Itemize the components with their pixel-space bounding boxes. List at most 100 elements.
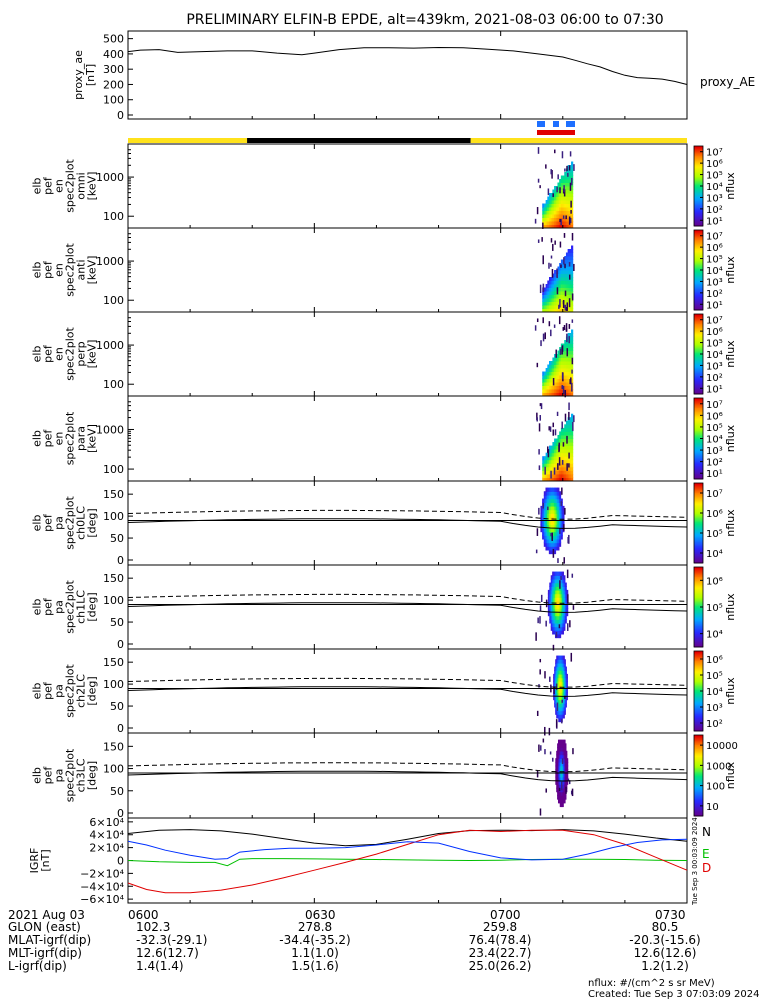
heatmap-cell (558, 784, 561, 789)
heatmap-cell (556, 571, 559, 576)
colorbar-cell (694, 567, 703, 569)
y-axis-label-line: [keV] (86, 424, 99, 453)
speckle-mark (548, 426, 550, 431)
colorbar-cell (694, 250, 703, 252)
colorbar-cell (694, 147, 703, 150)
speckle-mark (573, 164, 575, 171)
y-axis-tick-label: 1000 (96, 339, 124, 352)
heatmap-cell (569, 224, 572, 229)
colorbar-cell (694, 299, 703, 302)
x-axis-tick-label: 0600 (128, 908, 159, 922)
heatmap-cell (562, 477, 565, 482)
colorbar-cell (694, 811, 703, 814)
colorbar-cell (694, 271, 703, 274)
heatmap-cell (556, 688, 558, 693)
heatmap-cell (553, 626, 556, 631)
colorbar-tick-label: 100 (706, 782, 725, 793)
heatmap-cell (553, 520, 557, 525)
heatmap-cell (542, 385, 545, 390)
heatmap-cell (564, 692, 566, 697)
heatmap-cell (557, 630, 560, 635)
heatmap-cell (566, 604, 569, 609)
ephemeris-value: -20.3(-15.6) (629, 933, 700, 947)
heatmap-cell (542, 378, 545, 383)
heatmap-cell (562, 378, 565, 383)
speckle-mark (536, 207, 539, 215)
heatmap-cell (549, 214, 552, 218)
heatmap-cell (557, 739, 560, 745)
speckle-mark (536, 710, 539, 717)
colorbar-cell (694, 711, 703, 713)
heatmap-cell (565, 259, 569, 264)
heatmap-cell (565, 378, 569, 383)
heatmap-cell (558, 798, 561, 804)
heatmap-cell (560, 747, 563, 752)
colorbar-cell (694, 406, 703, 408)
heatmap-cell (569, 473, 572, 478)
heatmap-cell (558, 795, 561, 800)
heatmap-cell (565, 368, 569, 372)
heatmap-cell (557, 516, 560, 522)
heatmap-cell (560, 531, 563, 536)
heatmap-cell (557, 795, 560, 800)
speckle-mark (550, 470, 552, 479)
colorbar-cell (694, 316, 703, 319)
colorbar-cell (694, 663, 703, 665)
speckle-mark (573, 415, 575, 423)
heatmap-cell (560, 802, 563, 808)
heatmap-cell (557, 434, 560, 439)
heatmap-cell (550, 445, 553, 450)
heatmap-cell (562, 706, 564, 712)
speckle-mark (560, 575, 562, 580)
heatmap-cell (550, 459, 553, 464)
heatmap-cell (545, 527, 548, 533)
heatmap-cell (569, 477, 572, 482)
heatmap-cell (564, 340, 567, 344)
speckle-mark (539, 658, 542, 663)
colorbar-cell (694, 636, 703, 639)
heatmap-cell (562, 754, 564, 759)
colorbar-cell (694, 457, 703, 460)
heatmap-cell (550, 196, 553, 201)
y-axis-label-line: en (53, 263, 66, 277)
heatmap-cell (549, 593, 552, 598)
heatmap-cell (564, 597, 567, 602)
y-axis-tick-label: 4×10⁴ (89, 829, 124, 842)
heatmap-cell (557, 520, 560, 525)
heatmap-cell (559, 750, 562, 756)
heatmap-cell (549, 582, 552, 587)
speckle-mark (569, 379, 571, 385)
heatmap-cell (552, 357, 555, 362)
colorbar-cell (694, 174, 703, 176)
colorbar-cell (694, 688, 703, 691)
heatmap-cell (556, 578, 559, 584)
heatmap-cell (569, 301, 572, 306)
heatmap-cell (571, 431, 574, 436)
colorbar-cell (694, 282, 703, 284)
colorbar-cell (694, 762, 703, 764)
colorbar-cell (694, 230, 703, 232)
heatmap-cell (552, 575, 555, 580)
speckle-mark (572, 748, 574, 755)
heatmap-cell (548, 546, 552, 551)
colorbar-cell (694, 776, 703, 779)
heatmap-cell (555, 662, 557, 668)
heatmap-cell (545, 452, 548, 457)
heatmap-cell (561, 666, 563, 671)
heatmap-cell (549, 301, 552, 306)
heatmap-cell (563, 673, 565, 679)
heatmap-cell (556, 769, 558, 774)
heatmap-cell (560, 361, 564, 365)
y-axis-tick-label: −2×10⁴ (80, 867, 124, 880)
heatmap-cell (558, 750, 561, 756)
heatmap-cell (563, 795, 565, 800)
heatmap-cell (563, 611, 566, 617)
colorbar-cell (694, 696, 703, 699)
heatmap-cell (569, 336, 572, 341)
colorbar-cell (694, 336, 703, 339)
colorbar-cell (694, 536, 703, 539)
heatmap-cell (559, 371, 562, 376)
speckle-mark (568, 780, 571, 785)
speckle-mark (537, 239, 540, 243)
